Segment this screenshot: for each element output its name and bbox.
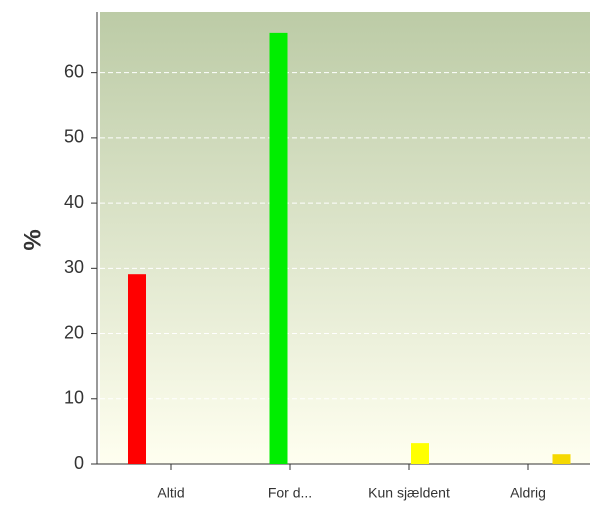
y-axis-label: % — [19, 229, 46, 250]
bar — [269, 32, 288, 464]
y-tick-label: 60 — [64, 61, 84, 81]
bar — [128, 274, 146, 464]
plot-background — [100, 12, 590, 464]
y-tick-label: 40 — [64, 192, 84, 212]
y-tick-label: 20 — [64, 322, 84, 342]
y-tick-label: 50 — [64, 127, 84, 147]
x-tick-label: Altid — [157, 485, 184, 501]
y-tick-label: 10 — [64, 388, 84, 408]
x-tick-label: Aldrig — [510, 485, 546, 501]
x-tick-label: Kun sjældent — [368, 485, 450, 501]
bar — [552, 454, 571, 464]
bar — [411, 443, 429, 464]
y-tick-label: 0 — [74, 453, 84, 473]
x-tick-label: For d... — [268, 485, 312, 501]
y-tick-label: 30 — [64, 257, 84, 277]
